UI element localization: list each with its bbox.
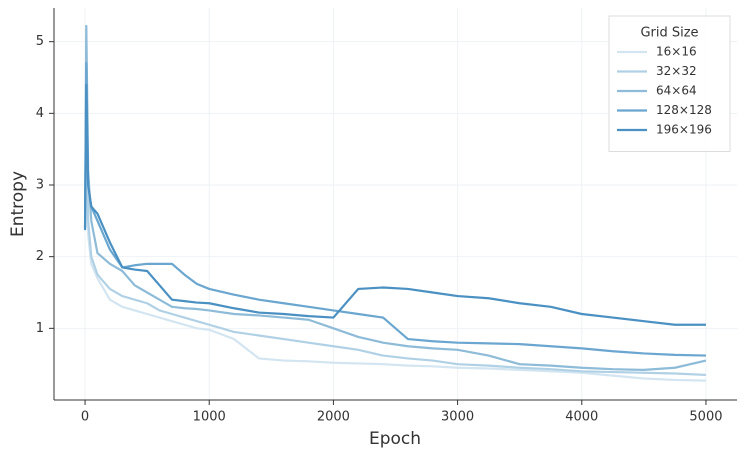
y-tick-label: 2 <box>36 249 44 264</box>
legend-label: 128×128 <box>656 103 712 117</box>
y-tick-label: 4 <box>36 106 44 121</box>
y-tick-label: 1 <box>36 321 44 336</box>
legend-label: 32×32 <box>656 64 697 78</box>
x-tick-label: 1000 <box>193 410 226 425</box>
series-line <box>83 69 707 377</box>
legend-label: 16×16 <box>656 45 697 59</box>
series-line <box>83 112 706 382</box>
series-line <box>83 62 706 357</box>
legend-title: Grid Size <box>640 26 698 41</box>
y-tick-label: 5 <box>36 34 44 49</box>
y-axis-label: Entropy <box>8 171 28 237</box>
x-tick-label: 2000 <box>317 410 350 425</box>
series-line <box>83 83 706 326</box>
y-tick-label: 3 <box>36 178 44 193</box>
x-tick-label: 0 <box>81 410 89 425</box>
series-line <box>83 24 707 372</box>
x-tick-label: 5000 <box>689 410 722 425</box>
legend-label: 64×64 <box>656 84 697 98</box>
x-axis-label: Epoch <box>369 429 421 449</box>
x-tick-label: 4000 <box>565 410 598 425</box>
x-tick-label: 3000 <box>441 410 474 425</box>
legend-label: 196×196 <box>656 123 712 137</box>
